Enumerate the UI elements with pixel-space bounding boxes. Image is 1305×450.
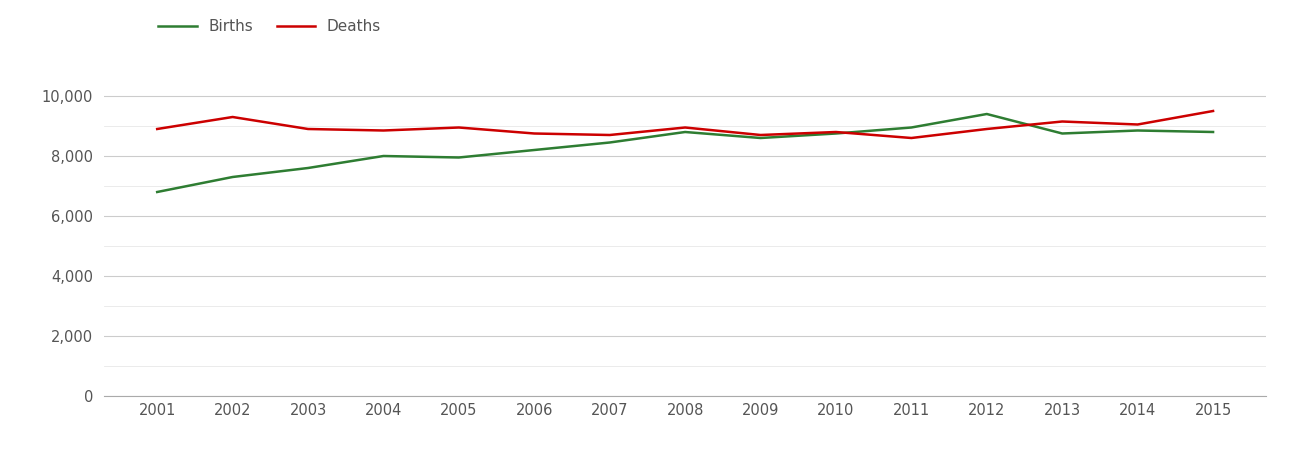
Births: [300, 165, 316, 171]
Births: [829, 131, 844, 136]
Births: [376, 153, 392, 159]
Line: Deaths: Deaths: [157, 111, 1214, 138]
Births: [903, 125, 919, 130]
Deaths: [602, 132, 617, 138]
Line: Births: Births: [157, 114, 1214, 192]
Births: [1054, 131, 1070, 136]
Deaths: [149, 126, 164, 132]
Deaths: [979, 126, 994, 132]
Deaths: [376, 128, 392, 133]
Births: [224, 174, 240, 180]
Births: [526, 147, 542, 153]
Deaths: [300, 126, 316, 132]
Births: [452, 155, 467, 160]
Deaths: [1054, 119, 1070, 124]
Deaths: [526, 131, 542, 136]
Births: [602, 140, 617, 145]
Deaths: [1130, 122, 1146, 127]
Deaths: [677, 125, 693, 130]
Deaths: [753, 132, 769, 138]
Legend: Births, Deaths: Births, Deaths: [158, 19, 381, 34]
Births: [677, 129, 693, 135]
Births: [149, 189, 164, 195]
Deaths: [1206, 108, 1221, 114]
Births: [1206, 129, 1221, 135]
Deaths: [829, 129, 844, 135]
Births: [979, 111, 994, 117]
Births: [753, 135, 769, 141]
Deaths: [903, 135, 919, 141]
Deaths: [224, 114, 240, 120]
Deaths: [452, 125, 467, 130]
Births: [1130, 128, 1146, 133]
